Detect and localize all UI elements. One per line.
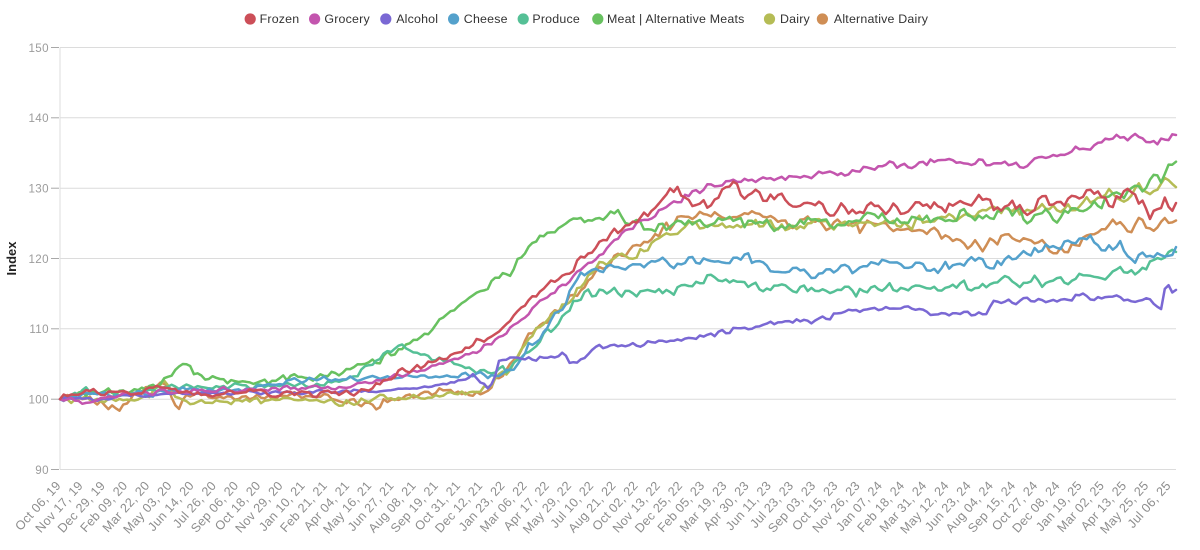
svg-text:Index: Index [4,241,19,276]
svg-text:Alcohol: Alcohol [396,12,438,26]
svg-text:Meat | Alternative Meats: Meat | Alternative Meats [607,12,745,26]
svg-text:130: 130 [28,183,49,196]
svg-text:100: 100 [28,394,49,407]
svg-text:Frozen: Frozen [260,12,300,26]
svg-text:90: 90 [35,464,49,477]
svg-text:Grocery: Grocery [324,12,370,26]
svg-text:140: 140 [28,112,49,125]
svg-text:Cheese: Cheese [464,12,508,26]
svg-text:Dairy: Dairy [780,12,811,26]
svg-text:Alternative Dairy: Alternative Dairy [834,12,929,26]
svg-text:150: 150 [28,42,49,55]
svg-text:120: 120 [28,253,49,266]
svg-text:Produce: Produce [532,12,580,26]
svg-text:110: 110 [29,323,49,336]
